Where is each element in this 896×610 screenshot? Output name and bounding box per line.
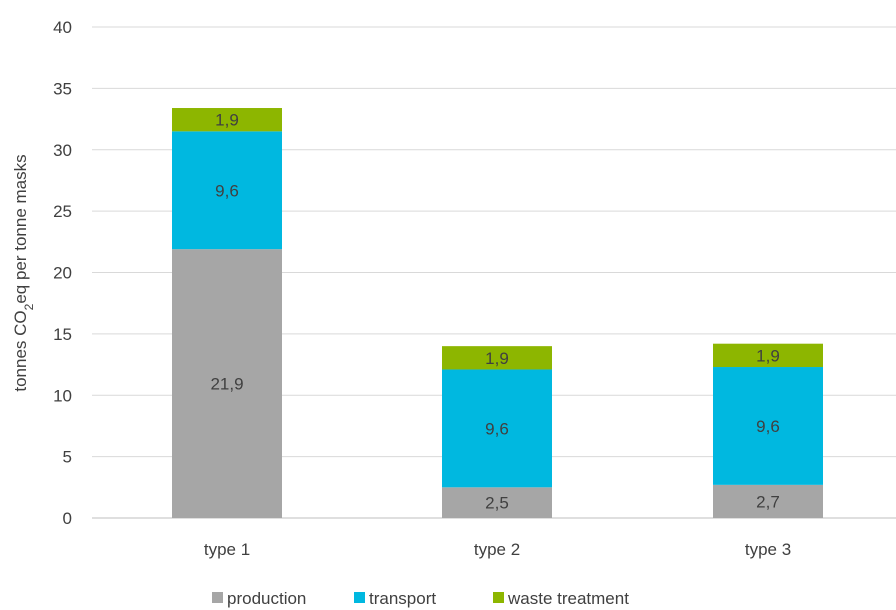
bar-segment-waste-treatment-type-1 [172,108,282,132]
x-tick-label: type 1 [204,540,250,559]
legend: production transport waste treatment [212,589,629,608]
legend-item-waste-treatment: waste treatment [493,589,629,608]
x-tick-label: type 2 [474,540,520,559]
bar-segment-production-type-2 [442,487,552,518]
data-label: 9,6 [485,419,509,438]
x-tick-label: type 3 [745,540,791,559]
legend-swatch [493,592,504,603]
category-labels: type 1 type 2 type 3 [204,540,791,559]
y-tick-label: 25 [53,202,72,221]
y-tick-label: 35 [53,79,72,98]
bar-segment-transport-type-2 [442,369,552,488]
data-label: 2,7 [756,492,780,511]
y-axis-label: tonnes CO2eq per tonne masks [11,154,36,391]
legend-item-transport: transport [354,589,436,608]
y-tick-label: 10 [53,386,72,405]
y-tick-label: 15 [53,325,72,344]
data-label: 2,5 [485,494,509,513]
legend-label: waste treatment [507,589,629,608]
bar-segment-transport-type-1 [172,131,282,250]
bar-segment-waste-treatment-type-3 [713,343,823,368]
y-axis-ticks: 0 5 10 15 20 25 30 35 40 [53,18,72,528]
y-tick-label: 0 [63,509,72,528]
y-tick-label: 5 [63,448,72,467]
bar-segment-production-type-3 [713,484,823,518]
data-label: 1,9 [215,111,239,130]
data-label: 9,6 [215,181,239,200]
y-tick-label: 40 [53,18,72,37]
data-label: 9,6 [756,417,780,436]
legend-swatch [212,592,223,603]
legend-label: production [227,589,306,608]
bar-segment-transport-type-3 [713,367,823,485]
y-tick-label: 20 [53,264,72,283]
legend-item-production: production [212,589,306,608]
data-label: 1,9 [756,346,780,365]
data-label: 1,9 [485,349,509,368]
legend-swatch [354,592,365,603]
y-tick-label: 30 [53,141,72,160]
legend-label: transport [369,589,436,608]
bar-segment-waste-treatment-type-2 [442,346,552,370]
bar-segment-production-type-1 [172,249,282,519]
data-label: 21,9 [210,375,243,394]
bars: 21,9 9,6 1,9 2,5 9,6 1,9 2,7 9,6 1,9 [172,108,823,519]
